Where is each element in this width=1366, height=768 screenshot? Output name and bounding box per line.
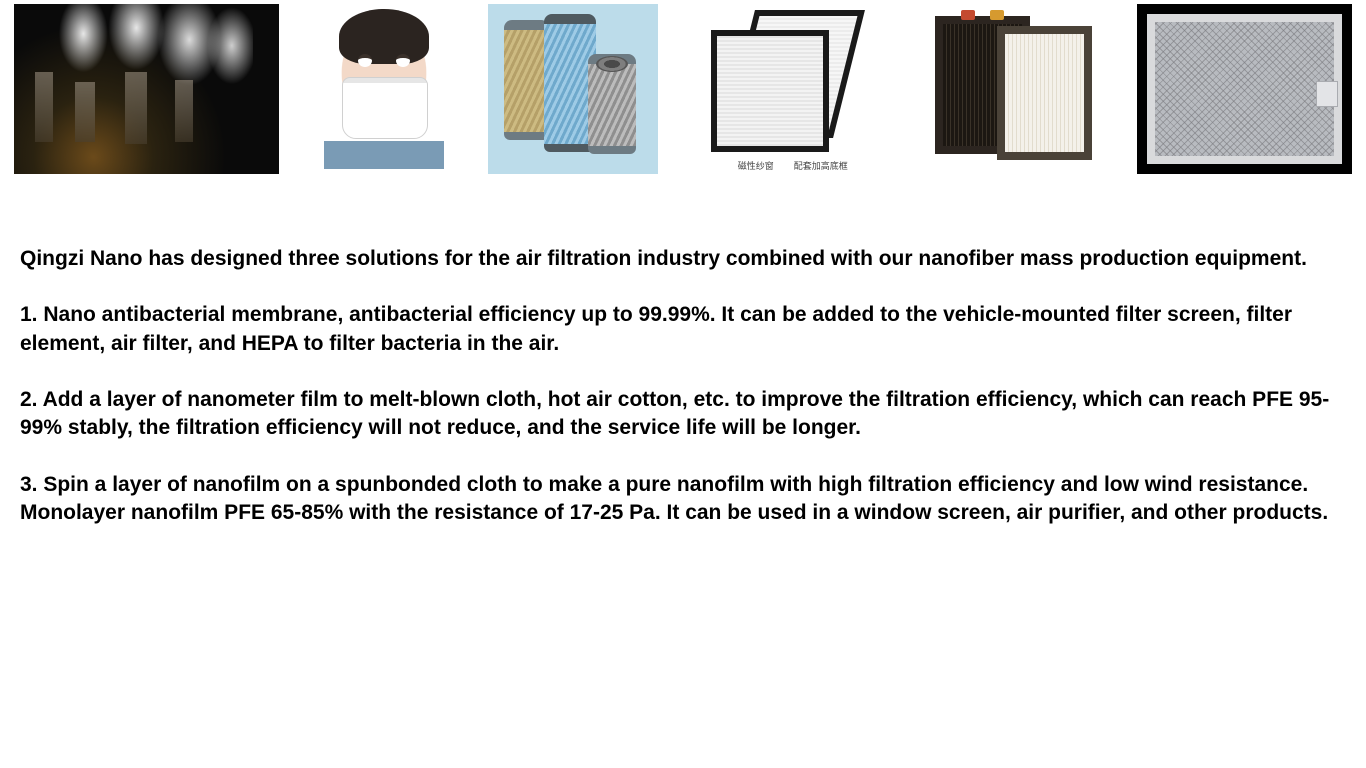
image-hepa-filters bbox=[927, 4, 1102, 174]
image-cylindrical-filters bbox=[488, 4, 658, 174]
solution-3: 3. Spin a layer of nanofilm on a spunbon… bbox=[20, 471, 1342, 528]
solution-2: 2. Add a layer of nanometer film to melt… bbox=[20, 386, 1342, 443]
image-face-mask bbox=[314, 4, 454, 174]
solution-1: 1. Nano antibacterial membrane, antibact… bbox=[20, 301, 1342, 358]
intro-paragraph: Qingzi Nano has designed three solutions… bbox=[20, 245, 1342, 273]
image-window-screen: 磁性纱窗 配套加高底框 bbox=[693, 4, 893, 174]
image-metal-mesh-filter bbox=[1137, 4, 1352, 174]
mask-illustration bbox=[324, 9, 444, 169]
window-screen-caption: 磁性纱窗 配套加高底框 bbox=[693, 159, 893, 172]
product-image-row: 磁性纱窗 配套加高底框 bbox=[0, 0, 1366, 175]
description-section: Qingzi Nano has designed three solutions… bbox=[0, 175, 1366, 527]
image-industrial-smokestacks bbox=[14, 4, 279, 174]
